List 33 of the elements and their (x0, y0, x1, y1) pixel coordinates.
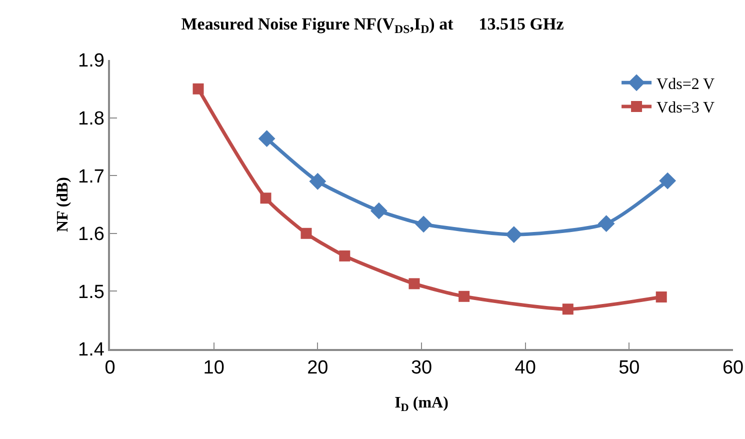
legend-label: Vds=2 V (656, 76, 716, 93)
point (659, 172, 676, 190)
point (192, 83, 204, 94)
y-tick-label: 1.5 (78, 282, 104, 303)
x-tick-label: 60 (722, 358, 744, 379)
point (505, 226, 522, 244)
x-tick-label: 30 (410, 358, 432, 379)
point (370, 202, 388, 220)
x-tick-label: 0 (104, 358, 116, 379)
point (300, 228, 312, 239)
y-tick-label: 1.7 (78, 166, 104, 188)
y-axis-title: NF (dB) (54, 177, 72, 232)
y-tick-label: 1.4 (78, 340, 105, 361)
y-tick-label: 1.9 (78, 50, 104, 72)
point (258, 130, 276, 148)
y-tick-label: 1.8 (78, 108, 104, 130)
x-tick-label: 50 (618, 358, 640, 379)
point (339, 250, 350, 262)
point (656, 291, 667, 302)
point (309, 172, 326, 190)
point (260, 192, 272, 204)
x-tick-label: 10 (203, 358, 224, 379)
point (415, 216, 432, 233)
point (562, 304, 574, 315)
legend-label: Vds=3 V (656, 100, 716, 117)
chart-title: Measured Noise Figure NF(V$_{DS}$,I$_{D}$) at 13.515 GHz (181, 14, 564, 36)
x-axis-title: I$_{D}$ (mA) (394, 394, 448, 414)
point (408, 278, 420, 290)
x-tick-label: 40 (514, 358, 536, 379)
x-tick-label: 20 (307, 358, 328, 379)
y-tick-label: 1.6 (78, 224, 104, 246)
point (458, 290, 470, 302)
point (598, 215, 615, 232)
